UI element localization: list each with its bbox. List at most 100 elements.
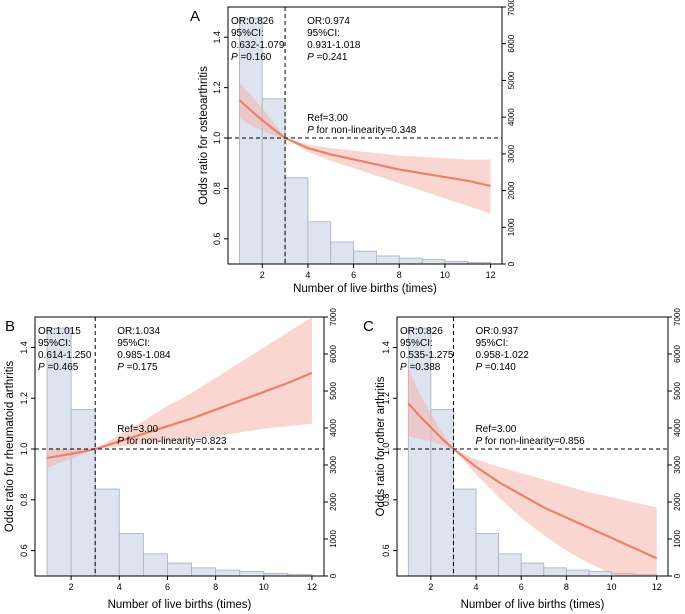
right-or-text: OR:1.034: [117, 326, 160, 337]
p-italic: P: [307, 52, 314, 63]
y-tick-label: 1.0: [19, 443, 29, 456]
nonlinearity-value: for non-linearity=0.856: [482, 436, 585, 447]
histogram-bar: [588, 571, 612, 576]
left-ci-label: 95%CI:: [400, 338, 433, 349]
y-tick-label: 1.2: [212, 81, 222, 94]
confidence-band: [408, 367, 657, 576]
curve-group: [46, 317, 313, 469]
y-tick-label: 0.8: [19, 494, 29, 507]
histogram-bar: [191, 567, 217, 576]
right-ci-text: 0.931-1.018: [307, 40, 361, 51]
y2-tick-label: 4000: [329, 419, 338, 437]
x-tick-label: 12: [486, 270, 496, 280]
x-tick-label: 10: [259, 582, 269, 592]
right-ci-text: 0.985-1.084: [117, 350, 171, 361]
ref-text: Ref=3.00: [307, 113, 348, 124]
histogram-bar: [239, 571, 265, 576]
y-tick-label: 1.2: [19, 392, 29, 405]
p-value: =0.140: [482, 362, 516, 373]
ref-text: Ref=3.00: [475, 424, 516, 435]
left-or-text: OR:1.015: [38, 326, 81, 337]
right-or-text: OR:0.974: [307, 16, 350, 27]
p-value: =0.388: [407, 362, 441, 373]
x-tick-label: 10: [440, 270, 450, 280]
p-italic: P: [475, 362, 482, 373]
histogram-bar: [453, 488, 477, 576]
histogram-bar: [565, 569, 590, 576]
curve-group: [407, 367, 658, 576]
x-tick-label: 2: [428, 582, 433, 592]
histogram-bar: [118, 533, 144, 576]
panel-label: A: [190, 8, 200, 25]
x-tick-label: 2: [260, 270, 265, 280]
nonlinearity-value: for non-linearity=0.823: [124, 436, 227, 447]
confidence-band: [47, 317, 312, 469]
y2-tick-label: 0: [329, 573, 338, 578]
p-italic: P: [117, 436, 124, 447]
right-ci-label: 95%CI:: [307, 28, 340, 39]
histogram-bar: [498, 553, 522, 576]
left-or-text: OR:0.826: [231, 16, 274, 27]
y-tick-label: 0.6: [19, 544, 29, 557]
y-tick-label: 1.4: [212, 31, 222, 44]
y2-tick-label: 1000: [673, 530, 682, 548]
odds-ratio-line: [46, 371, 313, 460]
odds-ratio-line: [407, 402, 658, 560]
right-ci-label: 95%CI:: [117, 338, 150, 349]
histogram-bar: [307, 221, 332, 264]
histogram-bar: [215, 569, 241, 576]
y-axis-label: Odds ratio for osteoarthritis: [198, 66, 210, 205]
ref-text: Ref=3.00: [117, 424, 158, 435]
y2-tick-label: 7000: [329, 308, 338, 326]
y-axis-label: Odds ratio for other arthritis: [375, 376, 387, 516]
left-ci-label: 95%CI:: [38, 338, 71, 349]
confidence-band: [239, 82, 491, 214]
panel-label: B: [5, 318, 15, 335]
y-tick-label: 0.8: [381, 494, 391, 507]
y2-tick-label: 2000: [507, 181, 516, 199]
y2-tick-label: 0: [673, 573, 682, 578]
y-tick-label: 1.4: [381, 341, 391, 354]
right-p-text: P =0.175: [117, 362, 158, 373]
histogram-bar: [467, 262, 491, 264]
left-or-text: OR:0.826: [400, 326, 443, 337]
histogram-bar: [94, 488, 120, 576]
panel-label: C: [363, 318, 374, 335]
y2-tick-label: 6000: [329, 345, 338, 363]
right-or-text: OR:0.937: [475, 326, 518, 337]
histogram-bar: [70, 409, 96, 576]
histogram-bar: [142, 553, 168, 576]
p-value: =0.241: [314, 52, 348, 63]
right-p-text: P =0.241: [307, 52, 348, 63]
left-ci-text: 0.632-1.079: [231, 40, 285, 51]
panel-c: 2 4 6 8 10 12 0.6 0.8 1.0 1.2 1.4 0 1000 2000 3000 4000…: [363, 308, 682, 611]
x-tick-label: 8: [564, 582, 569, 592]
x-tick-label: 4: [474, 582, 479, 592]
p-value: =0.465: [45, 362, 79, 373]
y2-tick-label: 4000: [673, 419, 682, 437]
y2-tick-label: 7000: [507, 0, 516, 16]
y2-tick-label: 7000: [673, 308, 682, 326]
odds-ratio-line: [238, 99, 491, 187]
nonlinearity-text: P for non-linearity=0.856: [475, 436, 585, 447]
y-tick-label: 1.0: [381, 443, 391, 456]
plot-frame: [34, 316, 325, 577]
x-axis-label: Number of live births (times): [461, 599, 605, 611]
histogram-bar: [475, 533, 500, 576]
y2-tick-label: 3000: [329, 456, 338, 474]
plot-frame: [227, 6, 503, 265]
left-ci-label: 95%CI:: [231, 28, 264, 39]
histogram: [239, 17, 491, 264]
y2-tick-label: 6000: [673, 345, 682, 363]
x-tick-label: 8: [213, 582, 218, 592]
y2-tick-label: 2000: [673, 493, 682, 511]
plot-frame: [396, 316, 669, 577]
x-tick-label: 4: [117, 582, 122, 592]
x-axis-label: Number of live births (times): [293, 283, 437, 295]
left-ci-text: 0.535-1.275: [400, 350, 454, 361]
y2-tick-label: 0: [507, 261, 516, 266]
histogram-bar: [520, 562, 545, 576]
right-ci-text: 0.958-1.022: [475, 350, 529, 361]
p-italic: P: [475, 436, 482, 447]
y2-tick-label: 2000: [329, 493, 338, 511]
